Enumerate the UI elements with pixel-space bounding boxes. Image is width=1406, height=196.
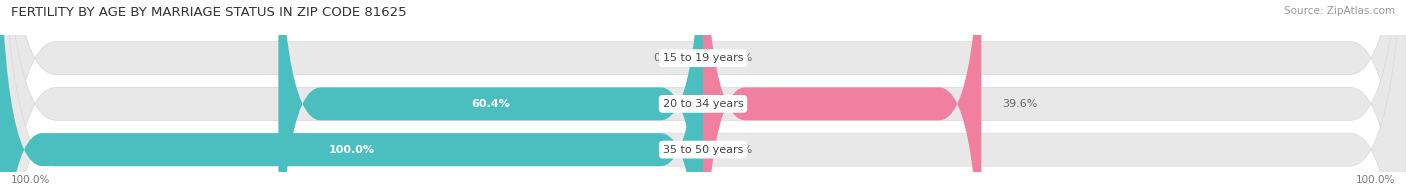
- Text: 100.0%: 100.0%: [329, 145, 374, 155]
- Text: 0.0%: 0.0%: [724, 145, 752, 155]
- Text: FERTILITY BY AGE BY MARRIAGE STATUS IN ZIP CODE 81625: FERTILITY BY AGE BY MARRIAGE STATUS IN Z…: [11, 6, 406, 19]
- Text: 100.0%: 100.0%: [1355, 175, 1395, 185]
- Text: 0.0%: 0.0%: [724, 53, 752, 63]
- FancyBboxPatch shape: [278, 0, 703, 196]
- FancyBboxPatch shape: [703, 0, 981, 196]
- Text: 20 to 34 years: 20 to 34 years: [662, 99, 744, 109]
- Text: 0.0%: 0.0%: [654, 53, 682, 63]
- Text: 15 to 19 years: 15 to 19 years: [662, 53, 744, 63]
- Text: Source: ZipAtlas.com: Source: ZipAtlas.com: [1284, 6, 1395, 16]
- Text: 100.0%: 100.0%: [11, 175, 51, 185]
- Text: 60.4%: 60.4%: [471, 99, 510, 109]
- FancyBboxPatch shape: [0, 0, 703, 196]
- Text: 39.6%: 39.6%: [1002, 99, 1038, 109]
- Text: 35 to 50 years: 35 to 50 years: [662, 145, 744, 155]
